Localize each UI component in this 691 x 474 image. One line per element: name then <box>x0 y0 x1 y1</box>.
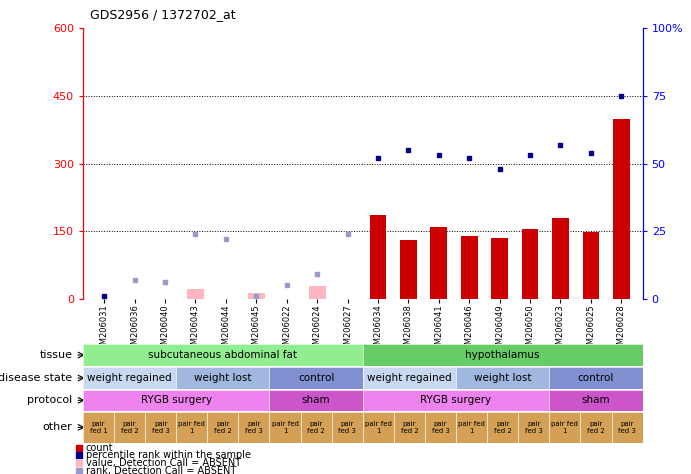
Bar <box>552 218 569 299</box>
Text: RYGB surgery: RYGB surgery <box>141 395 211 405</box>
Text: subcutaneous abdominal fat: subcutaneous abdominal fat <box>149 350 297 360</box>
Text: control: control <box>578 373 614 383</box>
Text: sham: sham <box>582 395 610 405</box>
Text: value, Detection Call = ABSENT: value, Detection Call = ABSENT <box>86 458 240 468</box>
Bar <box>400 240 417 299</box>
Bar <box>309 286 325 299</box>
Text: pair
fed 3: pair fed 3 <box>432 421 449 434</box>
Bar <box>430 227 447 299</box>
Text: pair fed
1: pair fed 1 <box>551 421 578 434</box>
Text: sham: sham <box>302 395 330 405</box>
Text: weight lost: weight lost <box>474 373 531 383</box>
Text: pair
fed 3: pair fed 3 <box>339 421 356 434</box>
Text: count: count <box>86 443 113 453</box>
Bar <box>522 229 538 299</box>
Text: pair
fed 2: pair fed 2 <box>494 421 511 434</box>
Bar <box>248 293 265 299</box>
Text: weight regained: weight regained <box>367 373 452 383</box>
Text: pair fed
1: pair fed 1 <box>272 421 299 434</box>
Text: pair fed
1: pair fed 1 <box>365 421 392 434</box>
Bar <box>187 289 204 299</box>
Text: pair
fed 2: pair fed 2 <box>121 421 138 434</box>
Text: disease state: disease state <box>0 373 73 383</box>
Text: tissue: tissue <box>39 350 73 360</box>
Text: pair
fed 2: pair fed 2 <box>307 421 325 434</box>
Text: pair
fed 2: pair fed 2 <box>214 421 231 434</box>
Text: other: other <box>43 422 73 432</box>
Text: pair
fed 2: pair fed 2 <box>401 421 418 434</box>
Text: rank, Detection Call = ABSENT: rank, Detection Call = ABSENT <box>86 465 236 474</box>
Text: hypothalamus: hypothalamus <box>466 350 540 360</box>
Text: protocol: protocol <box>28 395 73 405</box>
Text: pair
fed 3: pair fed 3 <box>525 421 542 434</box>
Text: pair fed
1: pair fed 1 <box>458 421 485 434</box>
Text: weight lost: weight lost <box>194 373 252 383</box>
Text: percentile rank within the sample: percentile rank within the sample <box>86 450 251 460</box>
Bar <box>370 215 386 299</box>
Text: RYGB surgery: RYGB surgery <box>421 395 491 405</box>
Bar <box>461 236 477 299</box>
Text: pair fed
1: pair fed 1 <box>178 421 205 434</box>
Text: pair
fed 3: pair fed 3 <box>618 421 636 434</box>
Text: pair
fed 3: pair fed 3 <box>245 421 263 434</box>
Text: pair
fed 2: pair fed 2 <box>587 421 605 434</box>
Text: pair
fed 3: pair fed 3 <box>152 421 169 434</box>
Text: weight regained: weight regained <box>87 373 172 383</box>
Text: pair
fed 1: pair fed 1 <box>90 421 107 434</box>
Text: GDS2956 / 1372702_at: GDS2956 / 1372702_at <box>90 9 236 21</box>
Bar <box>583 232 599 299</box>
Bar <box>613 118 630 299</box>
Bar <box>491 238 508 299</box>
Text: control: control <box>298 373 334 383</box>
